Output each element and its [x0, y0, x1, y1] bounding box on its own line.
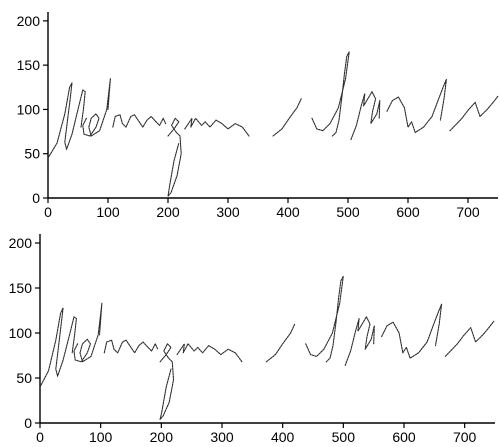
y-tick-label: 0: [24, 415, 32, 431]
x-tick-label: 600: [396, 204, 420, 220]
signature-stroke: [103, 339, 159, 354]
signature-stroke: [344, 316, 375, 366]
signature-stroke: [272, 98, 302, 137]
signature-stroke: [167, 117, 182, 197]
signature-stroke: [159, 343, 175, 420]
y-tick-label: 100: [17, 101, 41, 117]
y-tick-label: 200: [9, 235, 33, 251]
x-tick-label: 500: [336, 204, 360, 220]
y-tick-label: 200: [17, 13, 41, 29]
x-tick-label: 700: [453, 429, 477, 445]
signature-stroke: [265, 323, 296, 363]
y-tick-label: 50: [16, 370, 32, 386]
signature-stroke: [350, 91, 381, 141]
signature-stroke: [311, 51, 350, 137]
signature-stroke: [305, 275, 344, 363]
chart-bottom: 0 50 100 150 200 0 100 200 300 400 500 600 700: [9, 234, 495, 445]
signature-stroke: [381, 303, 443, 359]
x-tick-label: 200: [156, 204, 180, 220]
x-tick-label: 0: [36, 429, 44, 445]
x-tick-label: 200: [150, 429, 174, 445]
chart-top: 0 50 100 150 200 0 100 200 300 400 500 600 700: [17, 12, 499, 220]
y-tick-label: 100: [9, 325, 33, 341]
signature-stroke: [39, 307, 77, 388]
x-tick-label: 100: [96, 204, 120, 220]
x-tick-label: 300: [210, 429, 234, 445]
signature-stroke: [73, 302, 103, 363]
signature-stroke: [449, 95, 499, 132]
x-tick-label: 100: [89, 429, 113, 445]
y-tick-label: 150: [9, 280, 33, 296]
x-tick-label: 500: [332, 429, 356, 445]
signature-stroke: [47, 82, 86, 159]
signature-stroke: [112, 114, 167, 128]
x-tick-label: 600: [392, 429, 416, 445]
x-tick-label: 700: [456, 204, 480, 220]
signature-stroke: [184, 117, 250, 137]
y-tick-label: 50: [24, 146, 40, 162]
signature-stroke: [82, 77, 111, 137]
x-tick-label: 0: [44, 204, 52, 220]
x-tick-label: 300: [216, 204, 240, 220]
y-tick-label: 150: [17, 57, 41, 73]
y-tick-label: 0: [32, 190, 40, 206]
signature-stroke: [444, 320, 495, 357]
signature-stroke: [176, 343, 243, 363]
signature-stroke: [386, 78, 447, 134]
x-tick-label: 400: [276, 204, 300, 220]
x-tick-label: 400: [271, 429, 295, 445]
